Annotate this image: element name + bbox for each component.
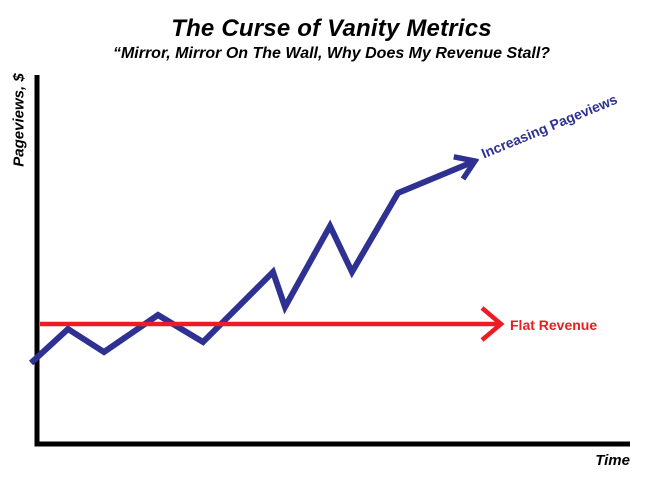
chart-subtitle: “Mirror, Mirror On The Wall, Why Does My… <box>112 45 551 62</box>
revenue-series-label: Flat Revenue <box>510 317 598 333</box>
pageviews-line <box>28 161 475 366</box>
axis-lines <box>34 75 630 447</box>
chart-title: The Curse of Vanity Metrics <box>171 15 492 42</box>
x-axis-label: Time <box>595 452 630 469</box>
